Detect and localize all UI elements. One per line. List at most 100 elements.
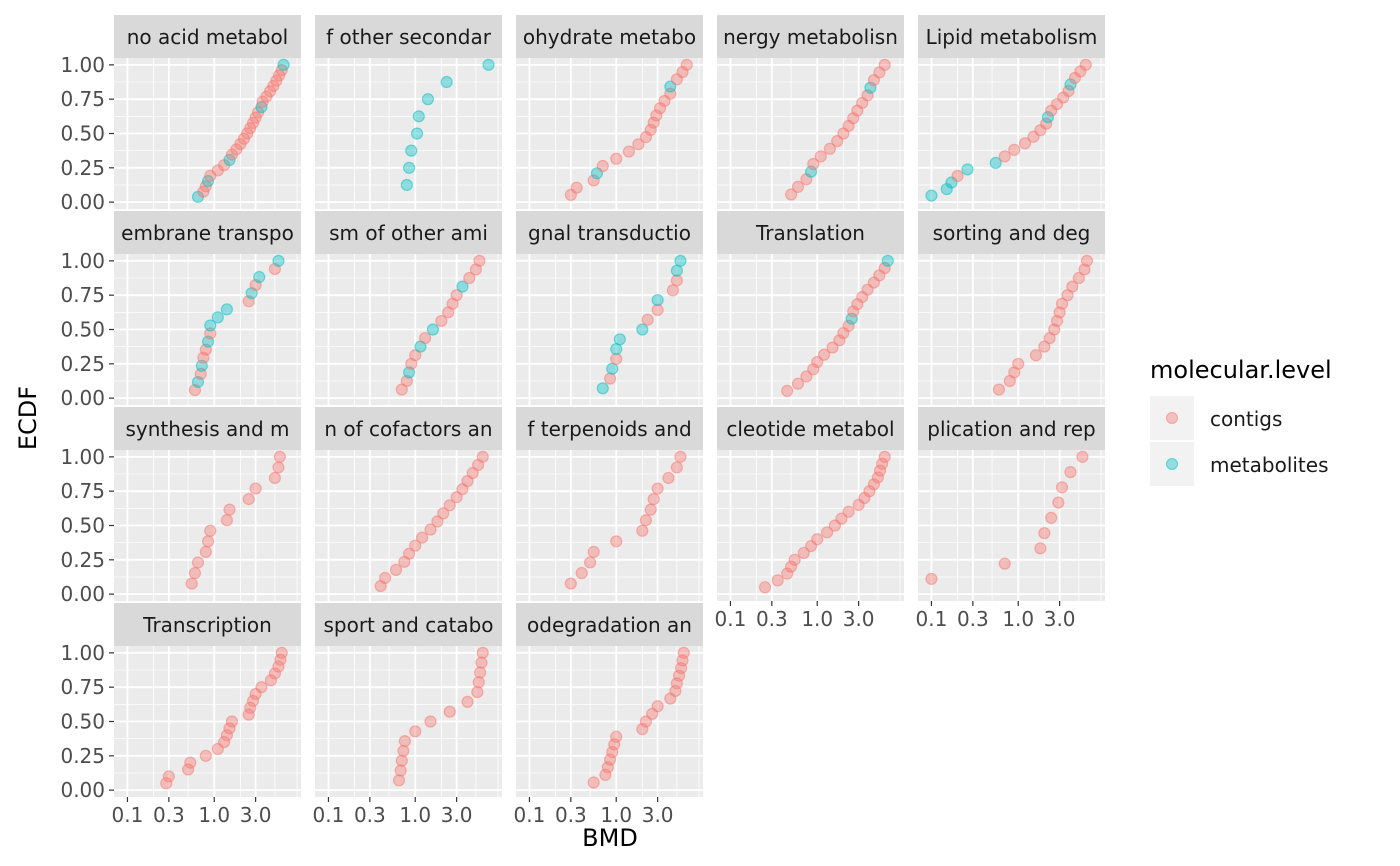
point-metabolites — [925, 189, 938, 202]
point-contigs — [610, 535, 623, 548]
point-contigs — [662, 471, 675, 485]
facet-strip-label: n of cofactors an — [324, 417, 492, 441]
point-contigs — [225, 715, 239, 728]
point-contigs — [651, 482, 664, 495]
point-contigs — [409, 349, 422, 362]
point-contigs — [402, 547, 416, 560]
point-contigs — [650, 109, 663, 122]
point-contigs — [998, 557, 1011, 570]
point-metabolites — [845, 312, 858, 325]
point-contigs — [1079, 58, 1092, 71]
point-contigs — [437, 507, 450, 520]
facet-strip — [717, 15, 904, 58]
x-tick-label: 1.0 — [399, 803, 431, 827]
point-contigs — [199, 545, 212, 558]
point-contigs — [1012, 357, 1025, 370]
point-contigs — [651, 700, 664, 713]
y-tick-label: 0.00 — [60, 778, 105, 802]
x-tick-label: 0.3 — [153, 803, 185, 827]
point-contigs — [784, 188, 798, 201]
point-contigs — [610, 152, 623, 165]
x-tick-label: 1.0 — [198, 803, 230, 827]
y-tick-label: 0.25 — [60, 352, 105, 376]
point-contigs — [397, 744, 410, 758]
y-tick-label: 0.75 — [60, 283, 105, 307]
x-tick-label: 0.1 — [514, 803, 546, 827]
legend: molecular.level contigs metabolites — [1150, 356, 1332, 486]
point-contigs — [191, 556, 205, 569]
point-contigs — [431, 515, 444, 528]
point-contigs — [268, 667, 281, 680]
point-contigs — [797, 546, 810, 560]
point-contigs — [992, 383, 1006, 396]
y-tick-label: 0.25 — [60, 744, 105, 768]
point-contigs — [587, 776, 600, 789]
facet-panel: plication and rep — [918, 407, 1105, 601]
axes: 0.000.250.500.751.000.000.250.500.751.00… — [60, 53, 1075, 827]
facet-panel: f other secondar — [315, 15, 502, 209]
point-contigs — [791, 377, 805, 390]
y-tick-label: 0.75 — [60, 87, 105, 111]
y-tick-label: 0.25 — [60, 156, 105, 180]
facet-panel: cleotide metabol — [717, 407, 904, 601]
legend-title: molecular.level — [1150, 356, 1332, 384]
point-contigs — [223, 722, 236, 735]
point-contigs — [1066, 280, 1079, 293]
point-contigs — [610, 352, 623, 366]
point-metabolites — [1064, 78, 1077, 91]
point-contigs — [1076, 450, 1089, 463]
point-contigs — [842, 505, 855, 518]
point-contigs — [461, 695, 474, 708]
point-contigs — [218, 735, 231, 749]
point-contigs — [242, 493, 255, 506]
legend-key-metabolites-box — [1150, 442, 1194, 486]
point-metabolites — [421, 93, 435, 106]
facet-strip-label: odegradation an — [527, 613, 692, 637]
point-contigs — [188, 566, 202, 580]
facet-panel: n of cofactors an — [315, 407, 502, 601]
point-contigs — [184, 756, 197, 769]
facet-strip-label: Transcription — [142, 613, 272, 637]
x-tick-label: 3.0 — [1044, 607, 1076, 631]
facet-strip-label: plication and rep — [927, 417, 1096, 441]
facet-panel: odegradation an — [516, 603, 703, 797]
point-contigs — [814, 150, 827, 163]
point-contigs — [833, 334, 846, 347]
point-contigs — [570, 181, 583, 194]
y-tick-label: 0.25 — [60, 548, 105, 572]
x-tick-label: 3.0 — [441, 803, 473, 827]
point-metabolites — [456, 280, 469, 293]
point-contigs — [823, 142, 837, 155]
point-contigs — [674, 450, 687, 463]
point-contigs — [443, 705, 456, 718]
facet-panel: f terpenoids and — [516, 407, 703, 601]
point-contigs — [1008, 143, 1021, 156]
point-contigs — [564, 577, 577, 590]
x-tick-label: 3.0 — [240, 803, 272, 827]
point-contigs — [415, 531, 429, 544]
legend-key-contigs-box — [1150, 396, 1194, 440]
point-contigs — [670, 274, 683, 287]
point-contigs — [424, 523, 437, 536]
point-contigs — [272, 660, 285, 673]
y-tick-label: 0.50 — [60, 514, 105, 538]
facet-strip-label: no acid metabol — [127, 25, 289, 49]
point-contigs — [781, 384, 794, 398]
facet-strip — [516, 407, 703, 450]
point-contigs — [223, 503, 236, 516]
point-contigs — [185, 577, 198, 590]
point-contigs — [450, 491, 463, 504]
point-contigs — [784, 560, 798, 573]
facet-panel: no acid metabol — [114, 15, 301, 209]
point-metabolites — [1041, 111, 1055, 124]
point-contigs — [409, 725, 422, 738]
x-tick-label: 0.1 — [715, 607, 747, 631]
point-contigs — [463, 271, 476, 285]
point-contigs — [601, 761, 614, 774]
facet-panel: Translation — [717, 211, 904, 405]
point-contigs — [472, 676, 485, 689]
facet-strip-label: synthesis and m — [126, 417, 290, 441]
facet-panel: sm of other ami — [315, 211, 502, 405]
facet-strip — [516, 211, 703, 254]
point-contigs — [181, 763, 195, 776]
